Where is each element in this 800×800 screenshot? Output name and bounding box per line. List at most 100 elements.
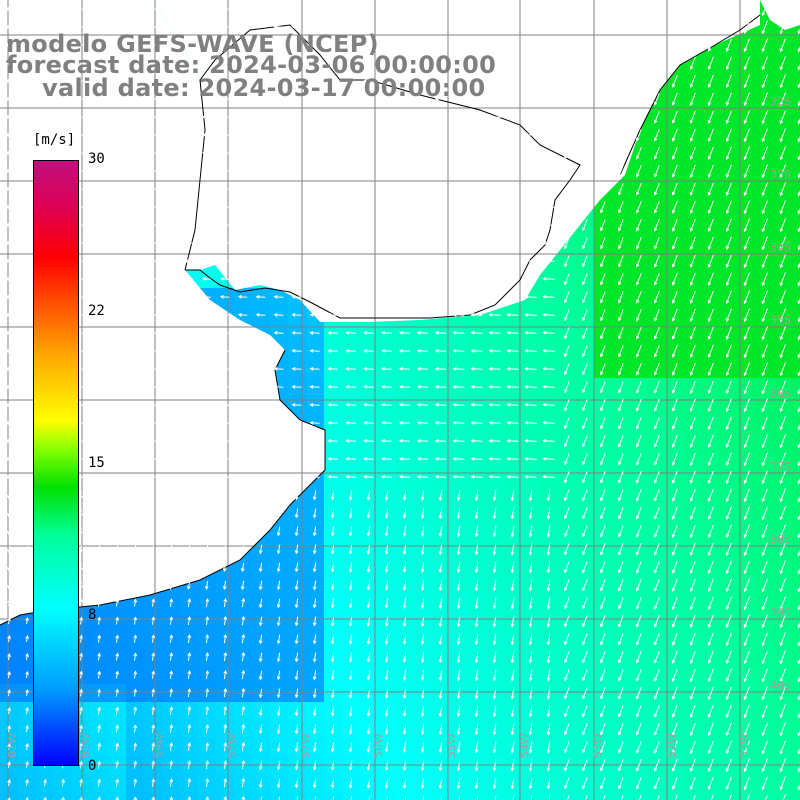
- wind-arrow: [689, 182, 696, 196]
- wind-arrow: [564, 381, 570, 394]
- wind-arrow: [761, 110, 768, 125]
- longitude-label: 60W: [79, 733, 92, 758]
- wind-arrow: [345, 78, 356, 83]
- wind-arrow: [707, 236, 714, 251]
- wind-arrow: [452, 474, 465, 479]
- wind-arrow: [291, 132, 302, 137]
- wind-arrow: [582, 561, 588, 574]
- wind-arrow: [599, 579, 606, 592]
- wind-arrow: [187, 652, 192, 661]
- wind-arrow: [488, 222, 501, 227]
- wind-arrow: [725, 164, 732, 179]
- wind-arrow: [112, 43, 121, 47]
- wind-arrow: [4, 295, 13, 299]
- wind-arrow: [309, 366, 320, 371]
- wind-arrow: [327, 6, 338, 11]
- wind-arrow: [4, 205, 13, 209]
- wind-cell: [792, 612, 800, 630]
- wind-arrow: [635, 633, 642, 646]
- wind-arrow: [276, 544, 281, 555]
- wind-arrow: [258, 742, 263, 753]
- wind-arrow: [398, 438, 411, 443]
- wind-arrow: [743, 740, 750, 755]
- wind-arrow: [635, 669, 642, 682]
- wind-arrow: [291, 42, 302, 47]
- wind-arrow: [524, 438, 537, 443]
- wind-arrow: [273, 223, 284, 227]
- wind-cell: [468, 792, 486, 800]
- wind-arrow: [599, 129, 606, 142]
- wind-arrow: [345, 168, 356, 173]
- wind-arrow: [79, 706, 83, 715]
- wind-arrow: [240, 544, 245, 555]
- wind-arrow: [524, 24, 537, 29]
- wind-arrow: [761, 596, 768, 611]
- wind-arrow: [58, 7, 67, 11]
- wind-arrow: [599, 57, 606, 70]
- wind-arrow: [725, 416, 732, 431]
- wind-arrow: [635, 165, 642, 178]
- wind-arrow: [363, 294, 374, 299]
- wind-arrow: [345, 456, 356, 461]
- wind-arrow: [255, 277, 266, 281]
- wind-arrows: [4, 2, 800, 800]
- wind-arrow: [327, 456, 338, 461]
- wind-arrow: [510, 561, 515, 574]
- wind-arrow: [707, 434, 714, 449]
- wind-cell: [288, 792, 306, 800]
- wind-arrow: [381, 348, 392, 353]
- wind-arrow: [4, 241, 13, 245]
- wind-arrow: [434, 294, 447, 299]
- wind-arrow: [309, 420, 320, 425]
- wind-arrow: [40, 97, 49, 101]
- wind-arrow: [546, 759, 551, 772]
- wind-arrow: [255, 259, 266, 263]
- wind-arrow: [330, 598, 335, 609]
- wind-arrow: [76, 115, 85, 119]
- wind-arrow: [470, 168, 483, 173]
- wind-arrow: [294, 742, 299, 753]
- wind-arrow: [564, 561, 570, 574]
- wind-arrow: [599, 489, 606, 502]
- wind-arrow: [327, 96, 338, 101]
- wind-arrow: [564, 525, 570, 538]
- wind-arrow: [345, 402, 356, 407]
- wind-arrow: [416, 24, 429, 29]
- wind-arrow: [327, 132, 338, 137]
- wind-arrow: [582, 507, 588, 520]
- wind-arrow: [671, 686, 678, 700]
- wind-cell: [792, 54, 800, 72]
- wind-arrow: [528, 777, 533, 790]
- wind-arrow: [438, 741, 443, 754]
- wind-arrow: [617, 417, 624, 430]
- wind-arrow: [363, 168, 374, 173]
- wind-arrow: [133, 652, 138, 661]
- wind-arrow: [434, 168, 447, 173]
- wind-arrow: [761, 254, 768, 269]
- wind-arrow: [22, 79, 31, 83]
- wind-arrow: [653, 615, 660, 628]
- wind-cell: [324, 792, 342, 800]
- wind-arrow: [420, 525, 425, 538]
- wind-arrow: [761, 488, 768, 503]
- wind-arrow: [79, 598, 83, 607]
- wind-arrow: [330, 778, 335, 789]
- wind-arrow: [743, 632, 750, 647]
- wind-arrow: [582, 471, 588, 484]
- wind-arrow: [542, 186, 555, 191]
- wind-arrow: [617, 201, 624, 214]
- wind-arrow: [635, 399, 642, 412]
- wind-arrow: [506, 258, 519, 263]
- wind-arrow: [402, 579, 407, 592]
- wind-arrow: [653, 237, 660, 250]
- wind-arrow: [291, 6, 302, 11]
- wind-arrow: [133, 778, 138, 787]
- wind-arrow: [184, 367, 193, 371]
- wind-arrow: [348, 634, 353, 645]
- wind-arrow: [130, 331, 139, 335]
- wind-arrow: [309, 294, 320, 299]
- wind-arrow: [743, 542, 750, 557]
- wind-arrow: [582, 273, 588, 286]
- wind-arrow: [222, 562, 227, 573]
